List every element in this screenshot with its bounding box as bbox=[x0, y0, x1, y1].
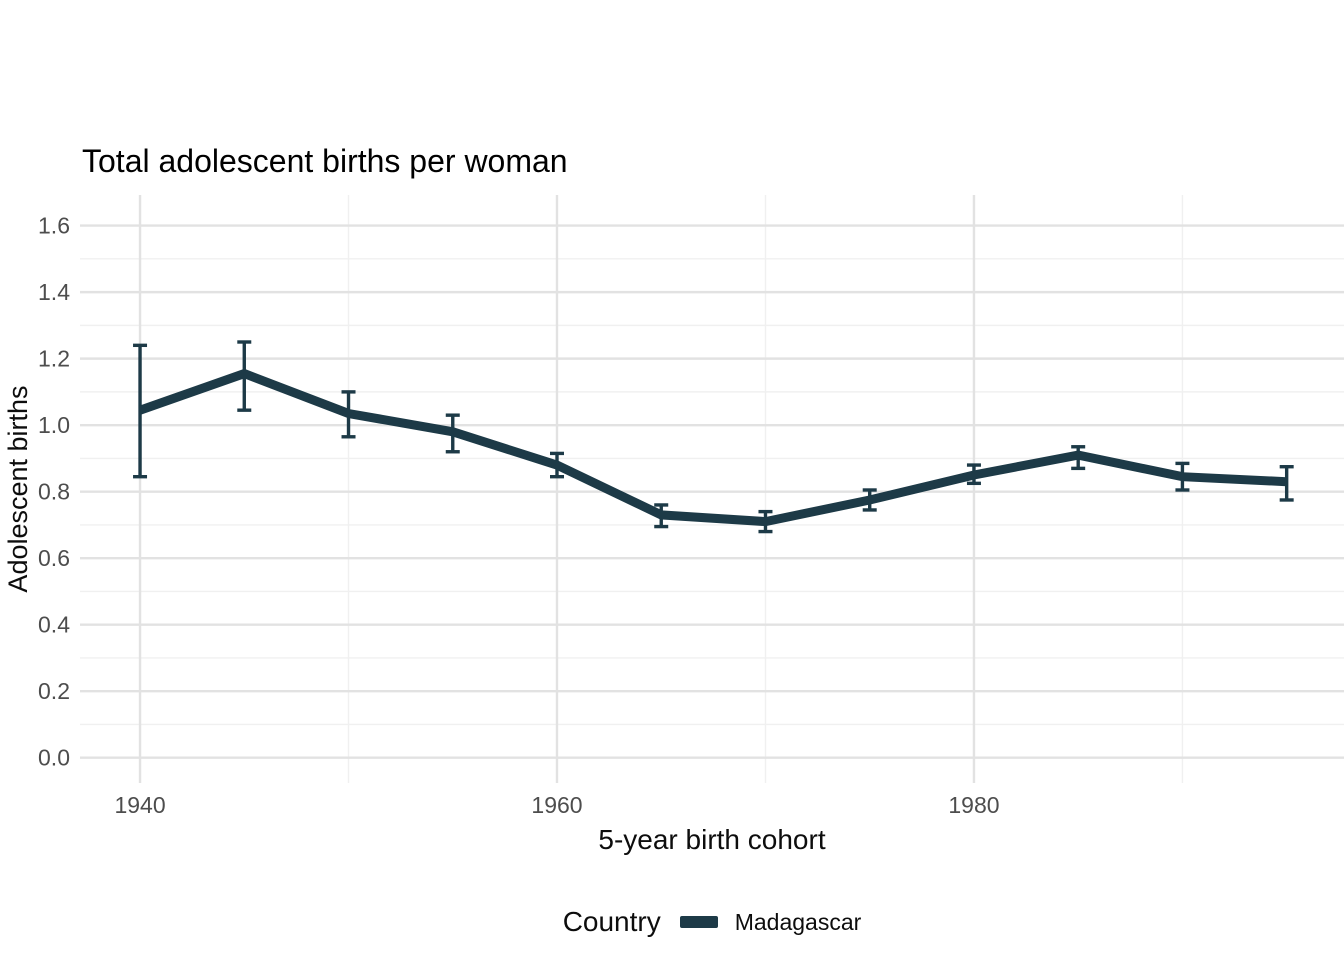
x-tick-label: 1980 bbox=[948, 792, 999, 818]
chart-title: Total adolescent births per woman bbox=[82, 143, 568, 179]
y-tick-label: 0.8 bbox=[38, 479, 70, 505]
errorbars-madagascar bbox=[133, 340, 1294, 534]
legend: Country Madagascar bbox=[80, 902, 1344, 942]
gridlines-minor bbox=[80, 195, 1344, 783]
axis-tick-labels: 0.0 0.2 0.4 0.6 0.8 1.0 1.2 1.4 1.6 1940 1960 1980 bbox=[38, 213, 1000, 818]
x-tick-label: 1940 bbox=[114, 792, 165, 818]
y-tick-label: 1.2 bbox=[38, 346, 70, 372]
y-axis-title: Adolescent births bbox=[3, 385, 33, 593]
y-tick-label: 0.0 bbox=[38, 745, 70, 771]
y-tick-label: 0.2 bbox=[38, 678, 70, 704]
y-tick-label: 1.6 bbox=[38, 213, 70, 239]
y-tick-label: 1.0 bbox=[38, 412, 70, 438]
x-axis-title: 5-year birth cohort bbox=[598, 824, 826, 855]
legend-title: Country bbox=[562, 906, 661, 937]
legend-key-madagascar-line bbox=[679, 916, 718, 928]
y-tick-label: 0.6 bbox=[38, 545, 70, 571]
y-tick-label: 1.4 bbox=[38, 279, 70, 305]
x-tick-label: 1960 bbox=[531, 792, 582, 818]
gridlines-major bbox=[80, 195, 1344, 783]
y-tick-label: 0.4 bbox=[38, 612, 70, 638]
legend-label-madagascar: Madagascar bbox=[734, 908, 862, 935]
series-line-madagascar bbox=[138, 368, 1287, 527]
